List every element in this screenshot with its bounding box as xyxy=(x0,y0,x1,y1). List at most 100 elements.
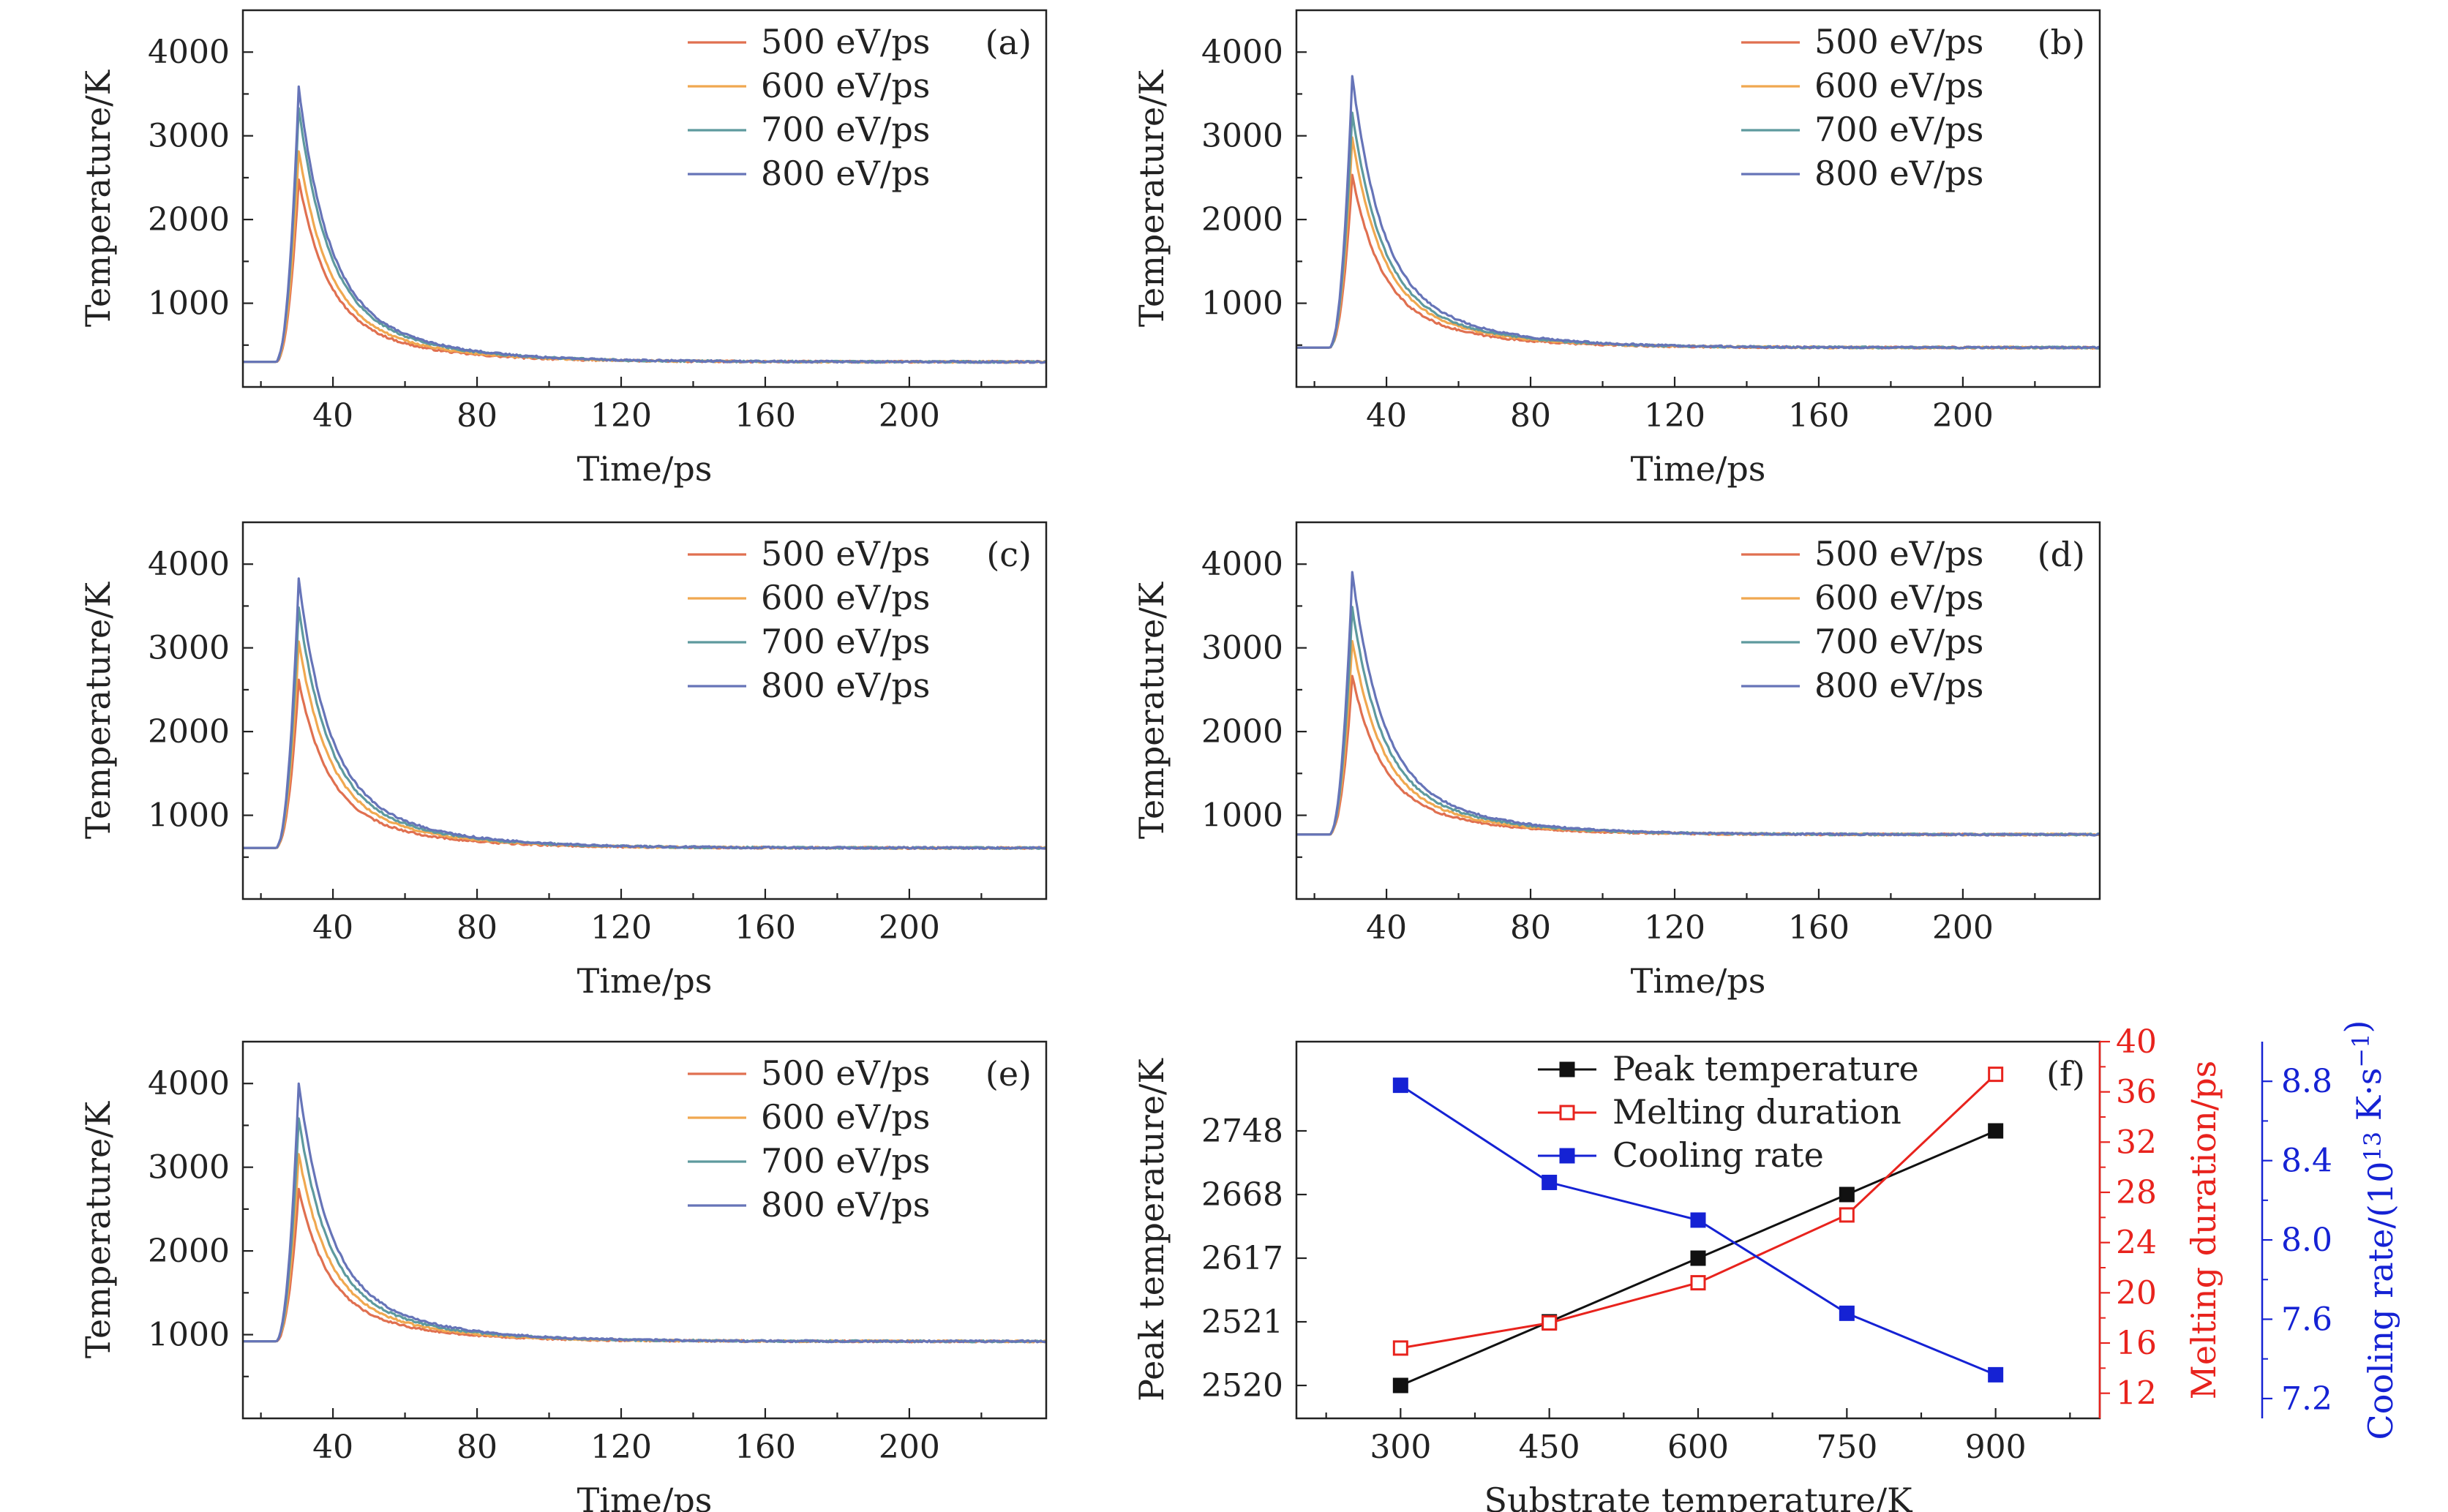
right1-tick-label: 16 xyxy=(2116,1325,2157,1362)
data-point xyxy=(1690,1212,1706,1228)
x-tick-label: 120 xyxy=(590,397,652,435)
x-tick-label: 450 xyxy=(1519,1429,1580,1466)
series-group xyxy=(1392,1067,2004,1393)
y-axis: 1000 2000 3000 4000 xyxy=(148,34,253,346)
y-tick-label: 4000 xyxy=(1201,34,1283,71)
y-tick-label: 2000 xyxy=(148,1233,230,1270)
y-tick-label: 1000 xyxy=(148,1317,230,1354)
legend-entry: 800 eV/ps xyxy=(761,666,930,705)
left-axis-label: Peak temperature/K xyxy=(1132,1058,1171,1402)
x-axis: 40 80 120 160 200 xyxy=(260,1408,983,1466)
y-tick-label: 3000 xyxy=(148,118,230,155)
y-tick-label: 2000 xyxy=(148,713,230,751)
legend-entry: 700 eV/ps xyxy=(761,110,930,149)
right2-tick-label: 7.2 xyxy=(2281,1380,2332,1418)
x-tick-label: 160 xyxy=(1788,909,1850,947)
legend-entry: 600 eV/ps xyxy=(1814,578,1983,617)
legend-entry: Melting duration xyxy=(1612,1092,1901,1132)
x-tick-label: 160 xyxy=(735,909,796,947)
y-tick-label: 2000 xyxy=(1201,713,1283,751)
right1-tick-label: 24 xyxy=(2116,1225,2157,1262)
y-axis-label: Temperature/K xyxy=(78,69,118,327)
left-tick-label: 2617 xyxy=(1201,1240,1283,1277)
x-tick-label: 40 xyxy=(312,397,353,435)
y-axis-label: Temperature/K xyxy=(78,1100,118,1358)
legend-entry: 600 eV/ps xyxy=(761,66,930,105)
x-axis-label: Time/ps xyxy=(1631,449,1766,489)
y-tick-label: 3000 xyxy=(1201,630,1283,667)
y-tick-label: 4000 xyxy=(148,34,230,71)
x-tick-label: 40 xyxy=(1366,397,1407,435)
right1-tick-label: 28 xyxy=(2116,1174,2157,1211)
data-point xyxy=(1839,1305,1855,1321)
x-axis: 40 80 120 160 200 xyxy=(1313,889,2036,947)
data-point xyxy=(1988,1366,2004,1383)
plot-frame xyxy=(241,9,1048,388)
data-point xyxy=(1542,1315,1558,1331)
x-tick-label: 80 xyxy=(1510,909,1551,947)
panel-label: (d) xyxy=(2038,535,2085,574)
panel-d: 40 80 120 160 200 1000 2000 3000 4000 Time/ps Temp… xyxy=(1132,521,2101,1001)
left-tick-label: 2521 xyxy=(1201,1304,1283,1341)
x-tick-label: 600 xyxy=(1667,1429,1729,1466)
plot-frame xyxy=(241,521,1048,900)
x-axis-label: Time/ps xyxy=(577,961,713,1001)
x-tick-label: 40 xyxy=(312,1429,353,1466)
legend-swatch-marker xyxy=(1559,1148,1575,1164)
x-tick-label: 200 xyxy=(879,1429,940,1466)
y-axis: 1000 2000 3000 4000 xyxy=(1201,34,1307,346)
y-tick-label: 3000 xyxy=(1201,118,1283,155)
y-axis: 1000 2000 3000 4000 xyxy=(148,1065,253,1377)
legend-entry: 700 eV/ps xyxy=(1814,110,1983,149)
legend-entry: 700 eV/ps xyxy=(761,1141,930,1181)
panel-a: 40 80 120 160 200 1000 2000 3000 4000 Time/ps Temp… xyxy=(78,9,1048,489)
legend-entry: 800 eV/ps xyxy=(1814,666,1983,705)
y-tick-label: 3000 xyxy=(148,1149,230,1186)
x-tick-label: 200 xyxy=(1932,909,1994,947)
series-group xyxy=(243,1082,1046,1344)
y-tick-label: 2000 xyxy=(148,201,230,238)
legend-entry: 800 eV/ps xyxy=(761,154,930,193)
x-tick-label: 160 xyxy=(735,1429,796,1466)
right1-tick-label: 40 xyxy=(2116,1023,2157,1061)
y-tick-label: 4000 xyxy=(148,1065,230,1102)
right1-tick-label: 36 xyxy=(2116,1074,2157,1111)
left-tick-label: 2748 xyxy=(1201,1113,1283,1150)
series-line-4 xyxy=(243,1082,1046,1344)
right1-axis-label: Melting duration/ps xyxy=(2184,1061,2223,1399)
legend-entry: 700 eV/ps xyxy=(1814,622,1983,661)
x-axis-label: Time/ps xyxy=(1631,961,1766,1001)
panel-label: (b) xyxy=(2038,23,2085,62)
y-tick-label: 1000 xyxy=(1201,797,1283,835)
series-line-1 xyxy=(243,178,1046,364)
panel-label: (c) xyxy=(986,535,1032,574)
x-axis: 300 450 600 750 900 xyxy=(1325,1408,2071,1466)
x-tick-label: 200 xyxy=(879,397,940,435)
data-point xyxy=(1839,1186,1855,1203)
plot-frame xyxy=(1295,9,2101,388)
x-tick-label: 120 xyxy=(590,909,652,947)
x-tick-label: 80 xyxy=(457,909,498,947)
right2-axis-label: Cooling rate/(1013 K·s−1) xyxy=(2338,1020,2400,1440)
plot-frame xyxy=(1295,521,2101,900)
plot-frame xyxy=(241,1040,1048,1420)
panel-b: 40 80 120 160 200 1000 2000 3000 4000 Time/ps Temp… xyxy=(1132,9,2101,489)
y-tick-label: 4000 xyxy=(1201,546,1283,583)
panel-e: 40 80 120 160 200 1000 2000 3000 4000 Time/ps Temp… xyxy=(78,1040,1048,1512)
legend-entry: 500 eV/ps xyxy=(1814,22,1983,61)
x-tick-label: 750 xyxy=(1816,1429,1877,1466)
y-axis-label: Temperature/K xyxy=(1132,69,1171,327)
x-axis-label: Time/ps xyxy=(577,449,713,489)
data-point xyxy=(1542,1174,1558,1190)
left-tick-label: 2668 xyxy=(1201,1176,1283,1214)
data-point xyxy=(1690,1250,1706,1266)
y-axis-label: Temperature/K xyxy=(1132,581,1171,839)
x-tick-label: 40 xyxy=(1366,909,1407,947)
right2-tick-label: 8.0 xyxy=(2281,1222,2332,1259)
x-axis-label: Substrate temperature/K xyxy=(1484,1481,1913,1512)
y-tick-label: 1000 xyxy=(148,797,230,835)
